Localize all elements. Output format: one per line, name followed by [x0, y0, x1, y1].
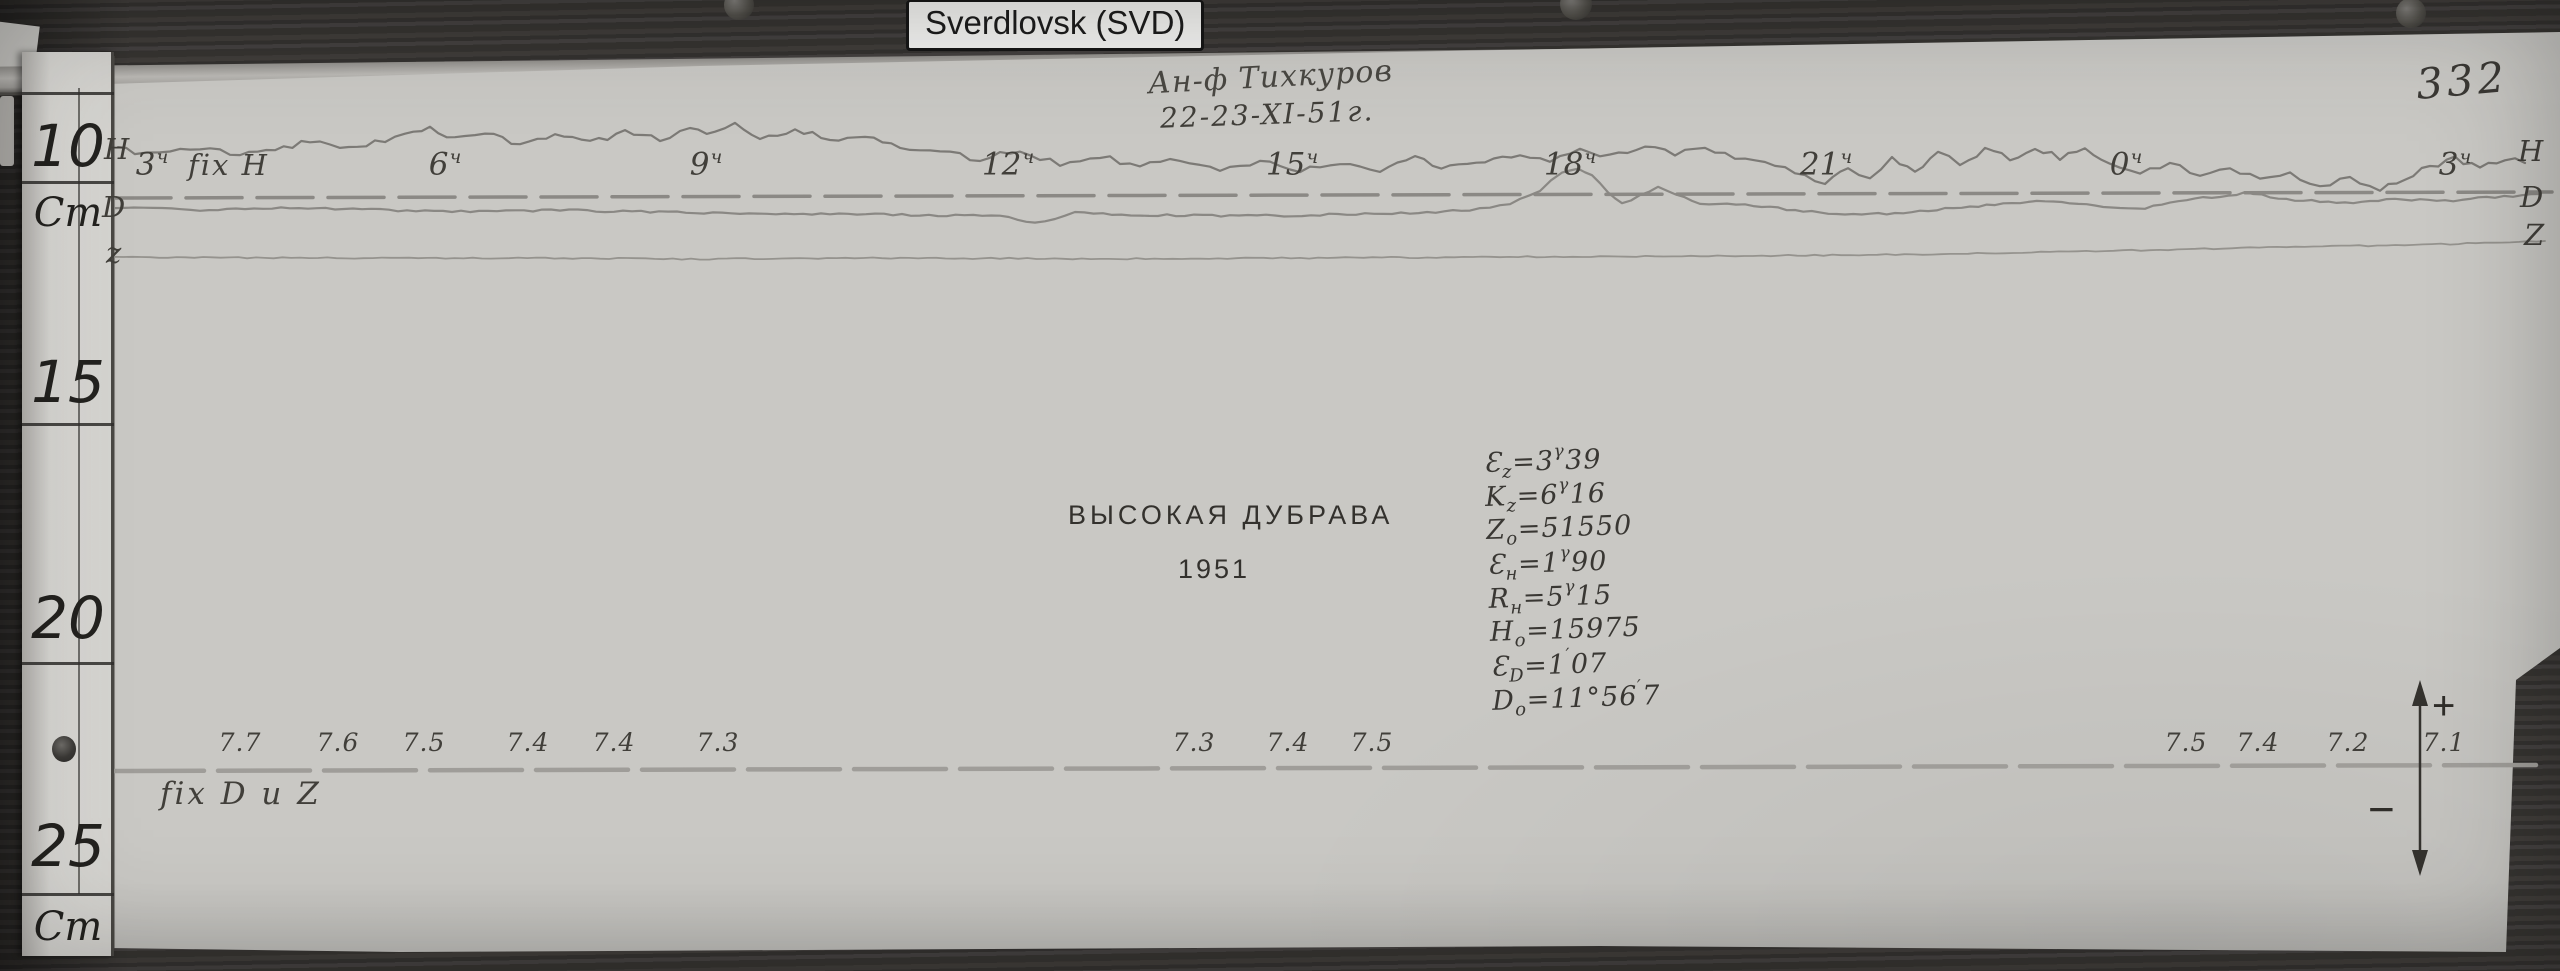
hour-label: 15ч: [1265, 146, 1319, 183]
push-pin-icon: [724, 0, 754, 20]
hour-label: 9ч: [689, 146, 723, 183]
baseline-value: 7.4: [592, 728, 636, 757]
ruler-mark: Cm: [33, 904, 103, 950]
baseline-value: 7.5: [2164, 728, 2208, 757]
z-trace: [114, 240, 2546, 261]
fix-dz-label: fix D u Z: [160, 776, 322, 812]
ruler-edge-line: [78, 88, 80, 894]
baseline-value: 7.5: [402, 728, 446, 757]
ruler-section-line: [22, 181, 114, 184]
fix-h-label: fix H: [188, 148, 269, 182]
calibration-line: Do=11°56′7: [1491, 676, 1662, 721]
station-name: ВЫСОКАЯ ДУБРАВА: [1068, 500, 1394, 530]
ruler-strip: 10 Cm 15 20 25 Cm: [22, 52, 114, 956]
minus-sign: −: [2368, 783, 2395, 835]
baseline-value: 7.2: [2326, 728, 2370, 757]
calibration-line: Ho=15975: [1489, 611, 1642, 652]
ruler-section-line: [22, 423, 114, 426]
polarity-arrow: [2412, 680, 2428, 876]
trace-label-d-left: D: [102, 190, 126, 224]
ruler-section-line: [22, 92, 114, 95]
plus-sign: +: [2432, 684, 2456, 728]
trace-label-d-right: D: [2520, 180, 2544, 214]
baseline-value: 7.7: [218, 728, 262, 757]
station-overlay-label: Sverdlovsk (SVD): [906, 0, 1205, 51]
hour-label: 6ч: [428, 146, 462, 183]
baseline-value: 7.4: [1266, 728, 1310, 757]
hour-label: 0ч: [2109, 146, 2143, 183]
hour-label: 3ч: [135, 146, 169, 183]
ruler-mark: 15: [31, 348, 105, 416]
arrow-up-head-icon: [2412, 680, 2428, 706]
push-pin-icon: [2396, 0, 2426, 28]
time-scale-dashed-line: [113, 190, 2554, 200]
baseline-value: 7.4: [2236, 728, 2280, 757]
baseline-value: 7.5: [1350, 728, 1394, 757]
sheet-number: 332: [2414, 52, 2511, 109]
baseline-value: 7.1: [2422, 728, 2466, 757]
trace-label-h-right: H: [2518, 134, 2544, 168]
ruler-mark: 20: [31, 584, 105, 652]
arrow-down-head-icon: [2412, 850, 2428, 876]
base-scale-dashed-line: [109, 762, 2551, 774]
hour-label: 12ч: [981, 146, 1035, 183]
year-label: 1951: [1178, 554, 1251, 584]
hour-label: 21ч: [1799, 146, 1853, 183]
paper-scrap-small: [0, 96, 14, 166]
trace-label-z-left: z: [106, 236, 122, 270]
calibration-block: Ɛz=3γ39 Kz=6γ16 Zo=51550 Ɛн=1γ90 Rн=5γ15 Ho=1…: [1483, 441, 1662, 721]
ruler-section-line: [22, 893, 114, 896]
baseline-value: 7.3: [1172, 728, 1216, 757]
baseline-value: 7.3: [696, 728, 740, 757]
baseline-value: 7.4: [506, 728, 550, 757]
baseline-value: 7.6: [316, 728, 360, 757]
hour-label: 18ч: [1543, 146, 1597, 183]
trace-label-z-right: Z: [2524, 218, 2545, 252]
push-pin-icon: [1560, 0, 1592, 20]
ruler-pin-dot: [52, 736, 76, 762]
ruler-mark: Cm: [33, 190, 103, 236]
ruler-section-line: [22, 662, 114, 665]
ruler-mark: 25: [31, 812, 105, 880]
trace-label-h-left: H: [104, 132, 130, 166]
h-trace: [116, 121, 2527, 192]
d-trace: [113, 167, 2542, 224]
hour-label: 3ч: [2438, 146, 2472, 183]
ruler-mark: 10: [31, 112, 105, 180]
